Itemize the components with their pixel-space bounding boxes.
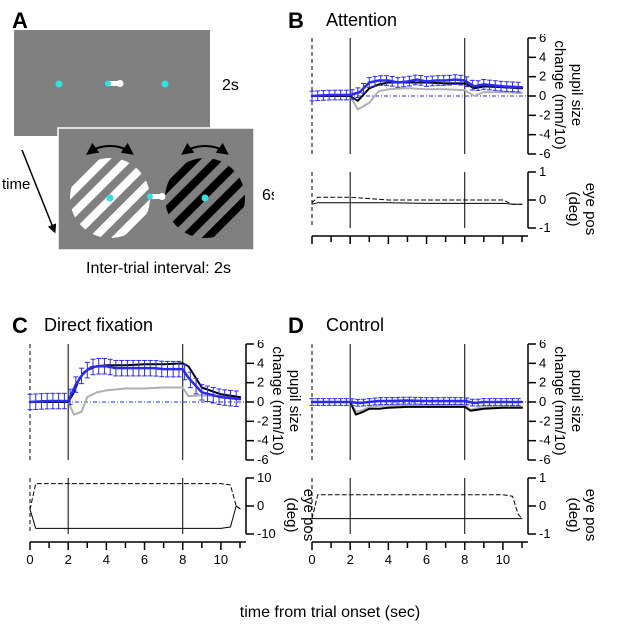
panel-D-label: D	[288, 313, 304, 339]
svg-text:2: 2	[539, 69, 546, 84]
svg-text:-2: -2	[539, 413, 551, 428]
svg-text:-4: -4	[539, 433, 551, 448]
svg-text:-2: -2	[539, 107, 551, 122]
svg-text:2: 2	[347, 552, 354, 567]
svg-text:-6: -6	[539, 452, 551, 467]
svg-text:2: 2	[65, 552, 72, 567]
panel-B-chart: -6 -4 -2 0 2 4 6 -1 0 1	[296, 34, 562, 264]
panel-D-pupil-ylabel: pupil sizechange (mm/10)	[551, 331, 585, 471]
svg-text:10: 10	[496, 552, 510, 567]
svg-text:10: 10	[214, 552, 228, 567]
panel-D-eye-ylabel: eye pos(deg)	[565, 465, 599, 565]
panel-D-chart: -6-4-20246-1010246810	[296, 340, 562, 570]
svg-text:-10: -10	[257, 526, 276, 541]
svg-text:-2: -2	[257, 413, 269, 428]
svg-text:0: 0	[539, 88, 546, 103]
svg-text:4: 4	[385, 552, 392, 567]
panel-C-chart: -6 -4 -2 0 2 4 6 -10 0 10 0 2 4 6 8 10	[14, 340, 280, 570]
stim-frame-1	[14, 30, 210, 136]
svg-text:4: 4	[257, 355, 264, 370]
svg-text:8: 8	[179, 552, 186, 567]
svg-text:1: 1	[539, 164, 546, 179]
panel-A-diagram: 2s	[14, 30, 274, 295]
svg-text:6: 6	[539, 340, 546, 351]
svg-text:-4: -4	[539, 127, 551, 142]
svg-text:0: 0	[257, 394, 264, 409]
svg-text:0: 0	[539, 498, 546, 513]
svg-text:10: 10	[257, 470, 271, 485]
stim-frame-2	[58, 128, 254, 250]
time-label: time	[2, 176, 30, 193]
svg-text:-6: -6	[257, 452, 269, 467]
x-axis-label: time from trial onset (sec)	[170, 604, 490, 622]
svg-text:-6: -6	[539, 146, 551, 161]
svg-text:0: 0	[308, 552, 315, 567]
svg-text:6: 6	[423, 552, 430, 567]
panel-B-pupil-ylabel: pupil sizechange (mm/10)	[551, 25, 585, 165]
svg-text:6: 6	[539, 34, 546, 45]
svg-text:-1: -1	[539, 526, 551, 541]
svg-text:0: 0	[257, 498, 264, 513]
panel-D-title: Control	[326, 315, 384, 336]
svg-text:4: 4	[539, 49, 546, 64]
svg-text:1: 1	[539, 470, 546, 485]
panel-C-title: Direct fixation	[44, 315, 153, 336]
svg-text:4: 4	[103, 552, 110, 567]
stim-frame-2-duration: 6s	[262, 187, 274, 204]
panel-B-label: B	[288, 8, 304, 34]
panel-B-title: Attention	[326, 10, 397, 31]
svg-text:6: 6	[257, 340, 264, 351]
svg-text:2: 2	[539, 375, 546, 390]
svg-text:0: 0	[539, 394, 546, 409]
iti-label: Inter-trial interval: 2s	[86, 260, 231, 278]
svg-text:4: 4	[539, 355, 546, 370]
svg-text:8: 8	[461, 552, 468, 567]
svg-text:-1: -1	[539, 220, 551, 235]
svg-text:0: 0	[26, 552, 33, 567]
svg-text:2: 2	[257, 375, 264, 390]
figure-root: A	[0, 0, 640, 631]
panel-B-eye-ylabel: eye pos(deg)	[565, 159, 599, 259]
svg-text:0: 0	[539, 192, 546, 207]
svg-text:6: 6	[141, 552, 148, 567]
stim-frame-1-duration: 2s	[222, 77, 239, 94]
panel-C-label: C	[12, 313, 28, 339]
svg-text:-4: -4	[257, 433, 269, 448]
